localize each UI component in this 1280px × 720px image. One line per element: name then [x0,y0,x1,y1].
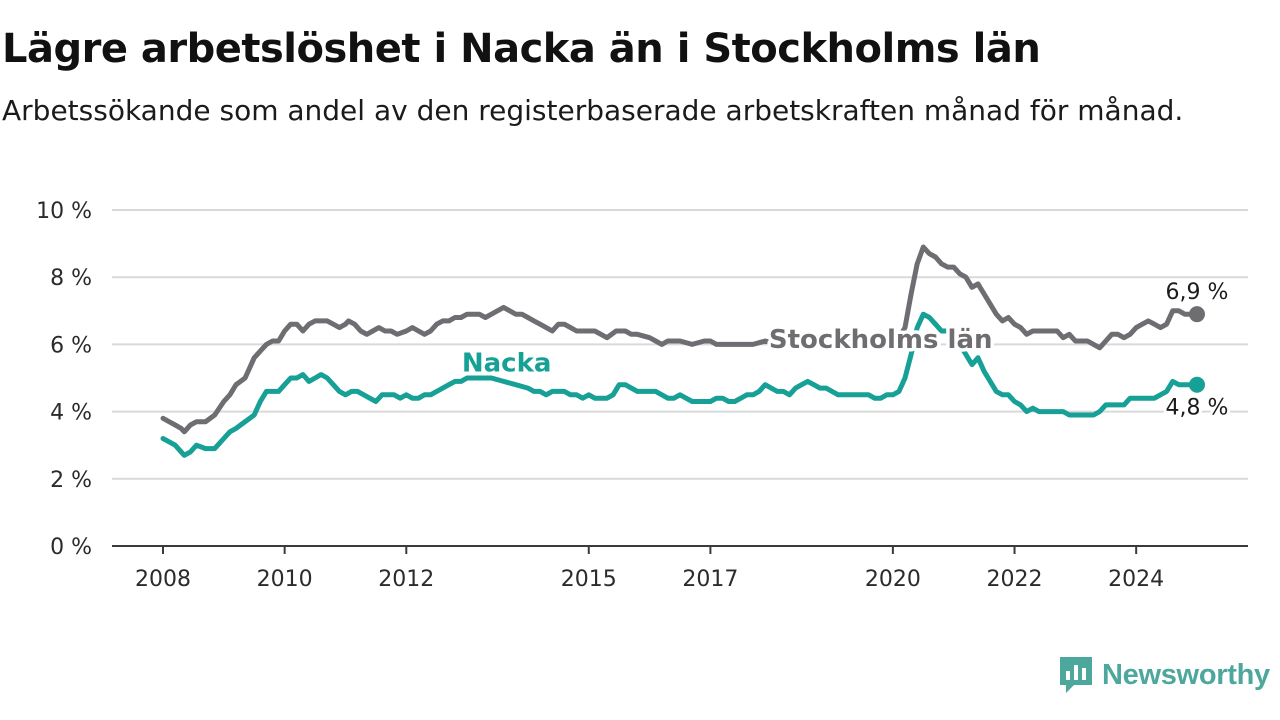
brand: Newsworthy [1058,655,1270,695]
x-tick-label: 2008 [135,567,191,592]
brand-name: Newsworthy [1102,658,1270,691]
series-name-halo: Nacka [462,348,552,378]
x-tick-label: 2010 [257,567,313,592]
series-end-label: 6,9 % [1166,280,1229,305]
x-tick-label: 2015 [561,567,617,592]
y-tick-label: 6 % [50,333,92,358]
series-labels: 6,9 %6,9 %4,8 %4,8 %Stockholms länStockh… [458,277,1231,424]
x-axis-ticks: 2008 2010 2012 2015 2017 2020 2022 2024 [135,546,1164,592]
chart-subtitle: Arbetssökande som andel av den registerb… [2,94,1184,127]
gridlines [112,209,1248,480]
series-end-label: 4,8 % [1166,396,1229,421]
x-tick-label: 2020 [865,567,921,592]
y-tick-label: 4 % [50,401,92,426]
series-line-stockholms-l-n [160,244,1200,435]
x-tick-label: 2024 [1108,567,1164,592]
series-line-nacka [160,311,1200,458]
y-tick-label: 0 % [50,535,92,560]
x-tick-label: 2017 [682,567,738,592]
y-tick-label: 2 % [50,468,92,493]
series-end-dot-stockholms-l-n [1189,306,1205,323]
series-name-label: Nacka [462,348,552,378]
chart-title: Lägre arbetslöshet i Nacka än i Stockhol… [2,26,1041,72]
y-tick-label: 8 % [50,266,92,291]
series-lines [160,244,1205,458]
y-axis-ticks: 0 % 2 % 4 % 6 % 8 % 10 % [36,199,92,560]
newsworthy-logo-icon [1060,657,1092,693]
x-tick-label: 2022 [987,567,1043,592]
end-label-halo: 6,9 % [1166,280,1229,305]
end-label-halo: 4,8 % [1166,396,1229,421]
series-name-halo: Stockholms län [769,325,993,355]
x-tick-label: 2012 [378,567,434,592]
series-end-dot-nacka [1189,376,1205,393]
series-name-label: Stockholms län [769,325,993,355]
y-tick-label: 10 % [36,199,92,224]
